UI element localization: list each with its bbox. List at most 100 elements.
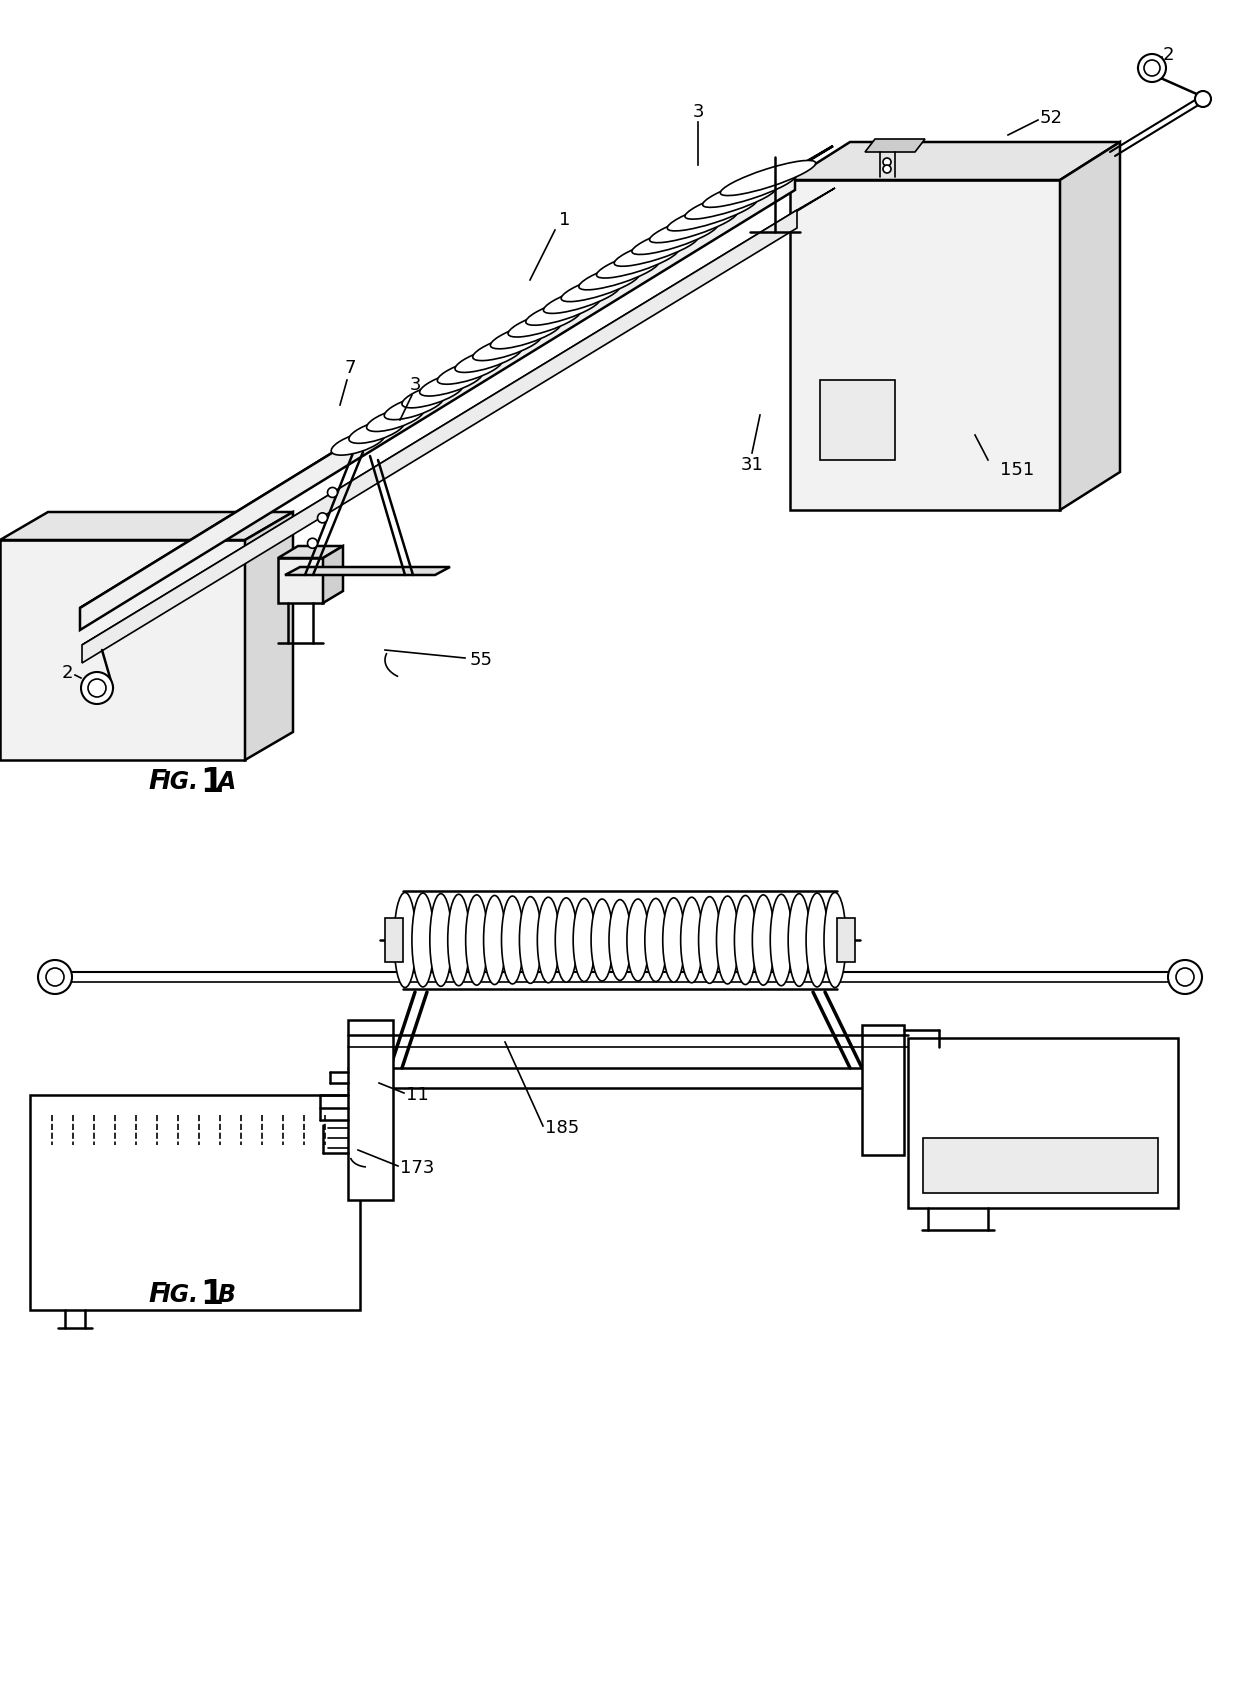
Ellipse shape: [770, 894, 792, 985]
Polygon shape: [866, 140, 925, 151]
Text: 52: 52: [1040, 109, 1063, 128]
Circle shape: [1145, 60, 1159, 77]
Ellipse shape: [367, 407, 424, 432]
Ellipse shape: [543, 284, 620, 313]
Ellipse shape: [562, 271, 640, 301]
Text: 1: 1: [200, 766, 223, 798]
Ellipse shape: [596, 247, 678, 277]
Polygon shape: [1060, 141, 1120, 511]
Text: 151: 151: [999, 461, 1034, 478]
Circle shape: [1176, 968, 1194, 985]
Polygon shape: [0, 540, 246, 761]
Ellipse shape: [662, 899, 684, 982]
Circle shape: [1168, 960, 1202, 994]
Polygon shape: [790, 180, 1060, 511]
Ellipse shape: [734, 895, 756, 984]
Ellipse shape: [438, 357, 502, 385]
Ellipse shape: [789, 894, 810, 987]
Ellipse shape: [394, 892, 415, 987]
Polygon shape: [81, 168, 795, 630]
Text: 185: 185: [546, 1118, 579, 1137]
Text: F: F: [148, 1282, 166, 1309]
Ellipse shape: [402, 381, 463, 408]
Ellipse shape: [667, 197, 756, 231]
Text: IG.: IG.: [162, 1283, 200, 1307]
Ellipse shape: [472, 332, 542, 361]
Ellipse shape: [717, 895, 739, 984]
Circle shape: [317, 512, 327, 523]
Circle shape: [327, 487, 337, 497]
Ellipse shape: [520, 897, 542, 984]
Circle shape: [308, 538, 317, 548]
Ellipse shape: [448, 894, 470, 985]
Text: 31: 31: [740, 456, 764, 473]
Circle shape: [883, 165, 892, 174]
Circle shape: [883, 158, 892, 167]
Circle shape: [81, 672, 113, 705]
Text: 1: 1: [559, 211, 570, 230]
Ellipse shape: [703, 172, 796, 208]
Ellipse shape: [591, 899, 613, 980]
Text: 55: 55: [470, 650, 494, 669]
Text: 3: 3: [409, 376, 420, 393]
Polygon shape: [820, 380, 895, 460]
Ellipse shape: [384, 395, 444, 420]
Polygon shape: [790, 141, 1120, 180]
Ellipse shape: [632, 221, 718, 255]
Ellipse shape: [501, 895, 523, 984]
Polygon shape: [908, 1038, 1178, 1208]
Ellipse shape: [508, 308, 580, 337]
Ellipse shape: [650, 209, 738, 243]
Polygon shape: [30, 1094, 360, 1311]
Ellipse shape: [698, 897, 720, 984]
Ellipse shape: [537, 897, 559, 982]
Ellipse shape: [556, 899, 578, 982]
Polygon shape: [384, 917, 403, 962]
Ellipse shape: [455, 346, 522, 373]
Polygon shape: [246, 512, 293, 761]
Polygon shape: [0, 512, 293, 540]
Text: IG.: IG.: [162, 769, 200, 795]
Ellipse shape: [526, 296, 600, 325]
Ellipse shape: [348, 419, 404, 443]
Ellipse shape: [419, 369, 482, 397]
Ellipse shape: [684, 186, 776, 220]
Polygon shape: [278, 546, 343, 558]
Ellipse shape: [614, 235, 698, 266]
Text: 2: 2: [62, 664, 73, 683]
Text: 1: 1: [200, 1278, 223, 1312]
Ellipse shape: [753, 895, 774, 985]
Ellipse shape: [627, 899, 649, 980]
Polygon shape: [923, 1139, 1158, 1193]
Ellipse shape: [609, 900, 631, 980]
Text: 11: 11: [405, 1086, 429, 1105]
Ellipse shape: [645, 899, 667, 982]
Polygon shape: [837, 917, 856, 962]
Circle shape: [88, 679, 105, 698]
Polygon shape: [82, 209, 797, 664]
Polygon shape: [285, 567, 450, 575]
Circle shape: [1195, 90, 1211, 107]
Polygon shape: [348, 1019, 393, 1200]
Text: B: B: [218, 1283, 236, 1307]
Circle shape: [46, 968, 64, 985]
Text: 173: 173: [401, 1159, 434, 1178]
Ellipse shape: [466, 895, 487, 985]
Text: A: A: [218, 769, 237, 795]
Polygon shape: [81, 146, 833, 608]
Ellipse shape: [825, 892, 846, 987]
Text: F: F: [148, 769, 166, 795]
Polygon shape: [278, 558, 322, 603]
Circle shape: [1138, 54, 1166, 82]
Ellipse shape: [720, 160, 816, 196]
Text: 2: 2: [1163, 46, 1174, 65]
Ellipse shape: [681, 897, 703, 982]
Polygon shape: [862, 1025, 904, 1156]
Text: 3: 3: [692, 104, 704, 121]
Ellipse shape: [579, 259, 658, 289]
Ellipse shape: [484, 895, 506, 984]
Ellipse shape: [412, 894, 434, 987]
Ellipse shape: [490, 320, 560, 349]
Ellipse shape: [430, 894, 451, 987]
Polygon shape: [322, 546, 343, 603]
